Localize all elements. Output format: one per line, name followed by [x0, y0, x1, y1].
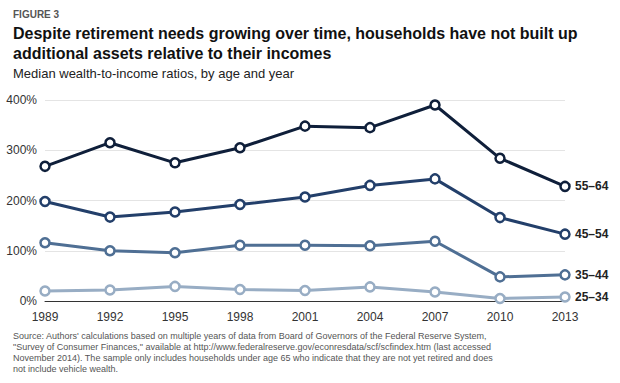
svg-text:1995: 1995 [162, 310, 189, 324]
svg-text:2001: 2001 [292, 310, 319, 324]
svg-text:1989: 1989 [32, 310, 59, 324]
svg-text:2007: 2007 [422, 310, 449, 324]
svg-text:Source: Authors' calculations: Source: Authors' calculations based on m… [13, 331, 489, 341]
svg-text:"Survey of Consumer Finances,": "Survey of Consumer Finances," available… [13, 342, 494, 352]
svg-text:2013: 2013 [552, 310, 579, 324]
svg-text:2004: 2004 [357, 310, 384, 324]
svg-text:additional assets relative to: additional assets relative to their inco… [13, 45, 331, 62]
svg-text:55–64: 55–64 [575, 179, 609, 193]
svg-text:1992: 1992 [97, 310, 124, 324]
svg-text:25–34: 25–34 [575, 290, 609, 304]
svg-text:Despite retirement needs growi: Despite retirement needs growing over ti… [13, 25, 582, 42]
svg-text:400%: 400% [6, 93, 37, 107]
svg-text:FIGURE 3: FIGURE 3 [13, 9, 60, 20]
svg-text:100%: 100% [6, 244, 37, 258]
svg-text:not include vehicle wealth.: not include vehicle wealth. [13, 364, 118, 374]
svg-text:0%: 0% [20, 294, 38, 308]
svg-text:November 2014). The sample onl: November 2014). The sample only includes… [13, 353, 495, 363]
svg-text:2010: 2010 [487, 310, 514, 324]
svg-text:35–44: 35–44 [575, 268, 609, 282]
svg-text:Median wealth-to-income ratios: Median wealth-to-income ratios, by age a… [13, 66, 295, 81]
svg-text:1998: 1998 [227, 310, 254, 324]
svg-text:200%: 200% [6, 194, 37, 208]
svg-text:45–54: 45–54 [575, 227, 609, 241]
svg-text:300%: 300% [6, 143, 37, 157]
